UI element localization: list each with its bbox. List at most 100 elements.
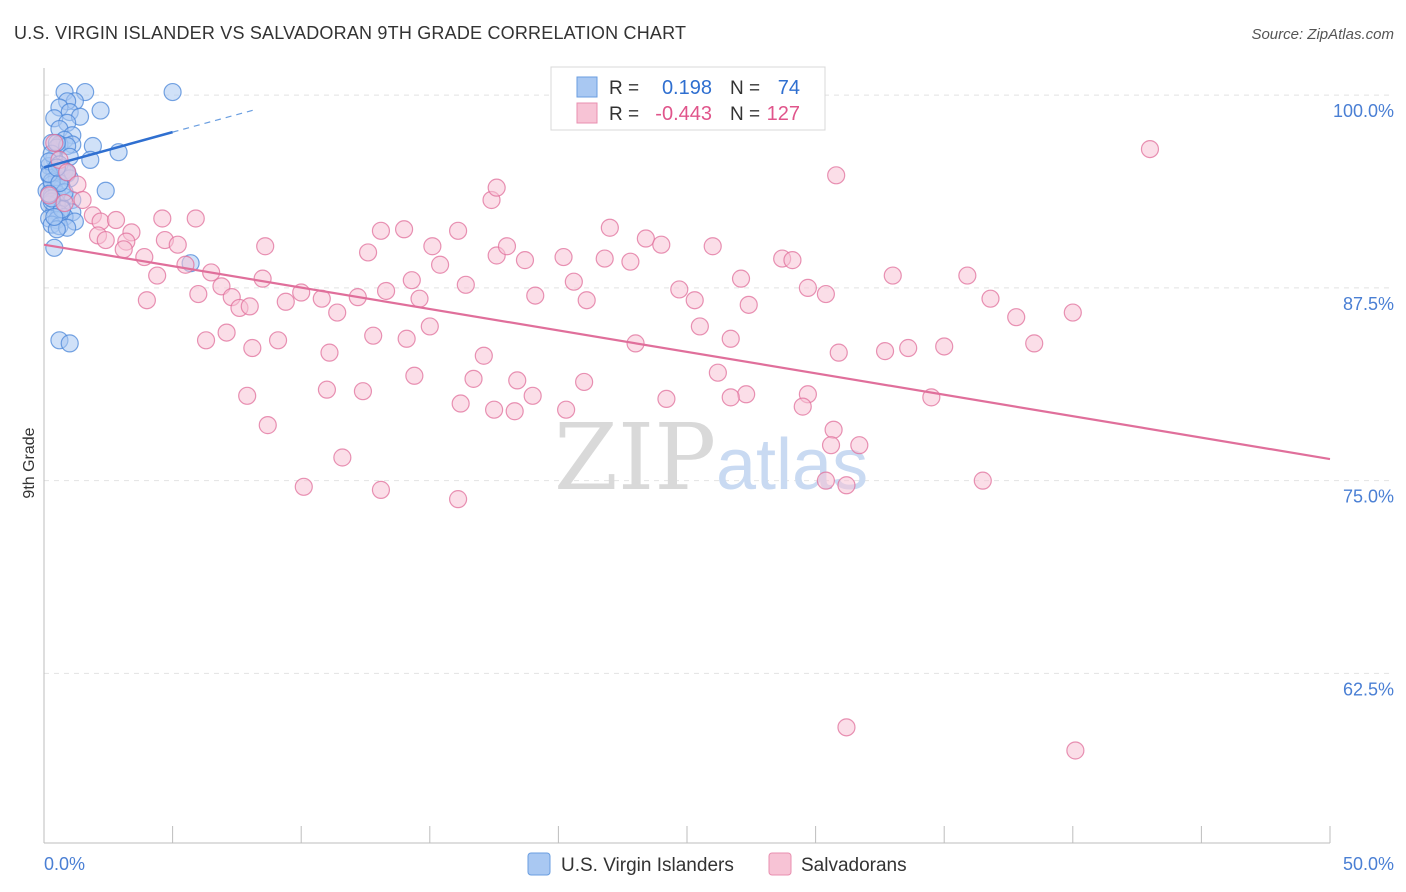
trend-line-salvadorans [43, 243, 1331, 461]
axes [43, 68, 1331, 844]
point-salvadorans-81 [575, 372, 594, 392]
legend-label-us-virgin-islanders: U.S. Virgin Islanders [561, 855, 734, 876]
point-salvadorans-3 [68, 175, 87, 194]
watermark: ZIP atlas [554, 404, 868, 511]
y-axis-label: 9th Grade [21, 427, 38, 498]
legend-label-salvadorans: Salvadorans [801, 855, 907, 876]
point-salvadorans-61 [731, 269, 751, 288]
point-salvadorans-96 [317, 380, 337, 399]
point-salvadorans-27 [240, 297, 259, 316]
x-tick-labels: 0.0% 50.0% [44, 854, 1394, 874]
point-salvadorans-48 [515, 251, 535, 270]
point-salvadorans-15 [96, 230, 115, 250]
trend-line-us-virgin-islanders [43, 130, 173, 169]
y-tick-label-2: 75.0% [1343, 487, 1394, 507]
y-tick-label-0: 100.0% [1333, 101, 1394, 121]
y-tick-label-1: 87.5% [1343, 294, 1394, 314]
point-salvadorans-35 [358, 243, 378, 262]
point-us-virgin-islanders-6 [91, 101, 110, 120]
point-salvadorans-0 [45, 133, 64, 153]
point-salvadorans-117 [837, 476, 856, 495]
point-salvadorans-40 [410, 289, 429, 308]
point-us-virgin-islanders-70 [45, 207, 64, 227]
point-salvadorans-75 [899, 338, 918, 358]
point-salvadorans-99 [464, 369, 483, 388]
point-salvadorans-104 [708, 363, 727, 382]
point-salvadorans-44 [456, 275, 475, 294]
point-salvadorans-124 [958, 266, 977, 285]
point-salvadorans-21 [148, 266, 167, 285]
correlation-legend: R = 0.198 N = 74 R = -0.443 N = 127 [550, 66, 826, 131]
point-salvadorans-9 [106, 210, 126, 230]
y-tick-label-3: 62.5% [1343, 679, 1394, 699]
point-us-virgin-islanders-36 [96, 181, 115, 200]
point-salvadorans-113 [294, 477, 313, 496]
point-salvadorans-94 [258, 416, 277, 435]
legend-swatch-pink [576, 102, 598, 124]
point-salvadorans-66 [816, 284, 835, 304]
point-salvadorans-86 [397, 329, 416, 348]
point-salvadorans-102 [505, 402, 524, 421]
x-tick-label-min: 0.0% [44, 854, 85, 874]
point-salvadorans-97 [353, 382, 373, 401]
point-salvadorans-2 [58, 163, 77, 182]
point-salvadorans-33 [328, 303, 347, 322]
point-salvadorans-16 [114, 240, 133, 259]
point-salvadorans-115 [448, 490, 468, 509]
x-tick-label-max: 50.0% [1343, 854, 1394, 874]
point-salvadorans-92 [196, 331, 216, 350]
point-salvadorans-50 [554, 247, 573, 267]
point-salvadorans-47 [497, 237, 517, 256]
point-salvadorans-43 [448, 221, 468, 240]
point-salvadorans-123 [487, 178, 506, 197]
series-legend: U.S. Virgin Islanders Salvadorans [527, 852, 907, 876]
legend-r-value-pink: -0.443 [655, 103, 712, 125]
point-salvadorans-56 [636, 229, 655, 248]
point-salvadorans-42 [423, 237, 442, 256]
point-salvadorans-101 [485, 400, 504, 419]
legend-r-value-blue: 0.198 [662, 77, 712, 99]
point-salvadorans-78 [721, 329, 740, 348]
point-salvadorans-98 [405, 366, 424, 385]
point-us-virgin-islanders-57 [60, 334, 79, 353]
point-salvadorans-85 [420, 317, 439, 336]
legend-n-label-pink: N = [730, 104, 760, 125]
gridlines [44, 94, 1394, 674]
point-salvadorans-58 [670, 280, 689, 299]
point-salvadorans-4 [40, 186, 59, 205]
point-salvadorans-72 [1140, 140, 1160, 159]
point-salvadorans-114 [371, 480, 391, 499]
point-salvadorans-103 [557, 400, 576, 419]
legend-n-value-pink: 127 [767, 103, 800, 125]
point-salvadorans-112 [333, 448, 352, 467]
point-salvadorans-108 [793, 397, 812, 416]
series-salvadorans [40, 133, 1160, 760]
legend-swatch-us-virgin-islanders [527, 852, 551, 876]
point-salvadorans-111 [850, 436, 869, 455]
point-salvadorans-64 [783, 251, 802, 270]
point-salvadorans-68 [883, 266, 902, 285]
point-salvadorans-93 [137, 291, 156, 310]
point-salvadorans-69 [981, 289, 1000, 308]
legend-n-label-blue: N = [730, 78, 760, 99]
point-salvadorans-39 [402, 271, 421, 290]
point-salvadorans-90 [243, 338, 262, 358]
point-salvadorans-74 [875, 342, 895, 361]
point-salvadorans-11 [153, 209, 172, 228]
point-salvadorans-60 [703, 237, 722, 256]
point-salvadorans-29 [256, 237, 275, 256]
point-salvadorans-59 [685, 291, 704, 310]
watermark-zip: ZIP [554, 404, 716, 511]
point-salvadorans-37 [394, 220, 414, 239]
point-salvadorans-120 [1066, 741, 1085, 760]
point-salvadorans-36 [371, 221, 391, 240]
point-salvadorans-54 [600, 218, 619, 237]
point-salvadorans-106 [721, 388, 740, 407]
point-salvadorans-5 [73, 190, 92, 210]
point-salvadorans-79 [690, 317, 709, 336]
point-salvadorans-19 [168, 235, 187, 254]
point-salvadorans-100 [508, 371, 527, 390]
point-salvadorans-62 [739, 295, 758, 314]
point-salvadorans-83 [523, 386, 542, 405]
